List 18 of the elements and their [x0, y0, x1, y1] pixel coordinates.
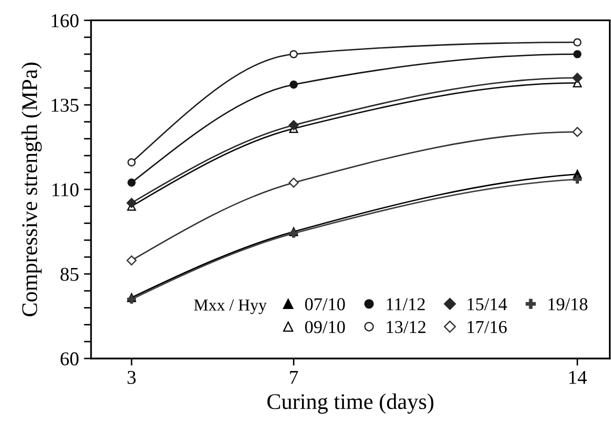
x-axis-title: Curing time (days) — [267, 393, 434, 414]
x-tick-label: 14 — [569, 370, 587, 384]
y-tick-label: 135 — [52, 98, 78, 112]
y-tick-label: 110 — [52, 183, 78, 196]
x-tick-label: 7 — [290, 371, 298, 384]
legend-label: 07/10 — [305, 298, 345, 310]
y-tick-label: 85 — [60, 268, 78, 281]
legend-label: 19/18 — [548, 298, 588, 310]
legend-label: 17/16 — [468, 321, 507, 334]
legend-label: 09/10 — [305, 320, 345, 334]
y-axis-title: Compressive strength (MPa) — [22, 62, 42, 316]
legend-label: 15/14 — [468, 298, 507, 310]
legend-label: 11/12 — [386, 298, 425, 310]
legend-label: 13/12 — [386, 321, 426, 334]
legend-title: Mxx / Hyy — [194, 299, 267, 314]
y-tick-label: 60 — [60, 352, 78, 366]
x-tick-label: 3 — [128, 370, 136, 384]
y-tick-label: 160 — [52, 14, 78, 28]
